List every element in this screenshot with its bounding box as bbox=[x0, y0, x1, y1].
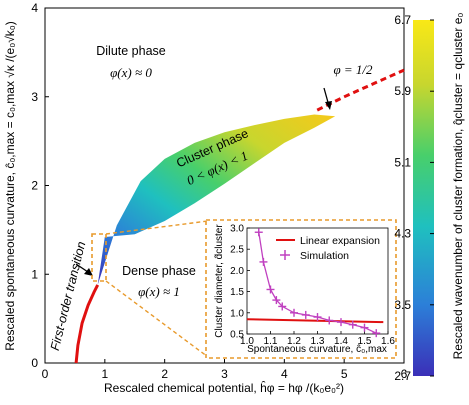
first-order-transition-label: First-order transition bbox=[48, 240, 89, 352]
simulation-point bbox=[372, 329, 381, 338]
y-tick-label: 3 bbox=[31, 90, 38, 104]
legend-linear-label: Linear expansion bbox=[300, 235, 380, 247]
zoom-connector-bottom bbox=[105, 280, 209, 358]
inset-x-tick-label: 1.0 bbox=[240, 336, 254, 347]
inset-panel: 1.0 1.1 1.2 1.3 1.4 1.5 1.6 0.51.01.52.02.53.0… bbox=[205, 219, 397, 359]
main-y-axis-label: Rescaled spontaneous curvature, ĉ₀,max =… bbox=[3, 21, 17, 351]
inset-simulation-markers bbox=[254, 228, 381, 338]
phi-half-arrow bbox=[323, 87, 332, 110]
inset-x-tick-label: 1.5 bbox=[358, 336, 372, 347]
first-order-transition-line bbox=[74, 284, 100, 364]
zoom-box bbox=[91, 233, 107, 282]
zoom-connector-top bbox=[105, 220, 209, 235]
x-tick-label: 4 bbox=[281, 367, 288, 381]
colorbar-tick-label: 5.9 bbox=[394, 84, 411, 98]
inset-y-tick-label: 3.0 bbox=[230, 224, 244, 235]
main-x-axis-label: Rescaled chemical potential, ĥφ = hφ /(k… bbox=[104, 380, 344, 395]
simulation-point bbox=[301, 310, 310, 319]
inset-linear-expansion-line bbox=[246, 318, 384, 324]
main-x-ticks: 0 1 2 3 4 5 6 bbox=[42, 359, 408, 381]
cluster-phase-region bbox=[97, 114, 336, 285]
colorbar-ticks: 2.7 3.5 4.3 5.1 5.9 6.7 bbox=[394, 13, 434, 383]
dense-phase-title: Dense phase bbox=[122, 264, 196, 278]
inset-x-tick-label: 1.4 bbox=[334, 336, 348, 347]
colorbar-tick-label: 6.7 bbox=[394, 13, 411, 27]
inset-y-axis-label: Cluster diameter, d̂cluster bbox=[213, 224, 225, 338]
inset-y-ticks: 0.5 1.0 1.5 2.0 2.5 3.0 bbox=[230, 224, 250, 341]
x-tick-label: 2 bbox=[161, 367, 168, 381]
colorbar-tick-label: 3.5 bbox=[394, 298, 411, 312]
simulation-point bbox=[348, 320, 357, 329]
inset-legend: Linear expansion Simulation bbox=[276, 235, 380, 262]
transition-arrow bbox=[75, 263, 93, 276]
simulation-point bbox=[325, 316, 334, 325]
main-y-ticks: 0 1 2 3 4 bbox=[31, 1, 49, 370]
x-tick-label: 6 bbox=[401, 367, 408, 381]
y-tick-label: 1 bbox=[31, 267, 38, 281]
y-tick-label: 0 bbox=[31, 356, 38, 370]
simulation-point bbox=[337, 318, 345, 327]
legend-simulation-label: Simulation bbox=[300, 250, 349, 262]
inset-y-tick-label: 1.5 bbox=[230, 287, 244, 298]
inset-x-ticks: 1.0 1.1 1.2 1.3 1.4 1.5 1.6 bbox=[240, 331, 395, 347]
inset-y-tick-label: 2.0 bbox=[230, 266, 244, 277]
inset-y-tick-label: 1.0 bbox=[230, 308, 244, 319]
simulation-point bbox=[278, 302, 287, 311]
simulation-point bbox=[313, 313, 322, 322]
inset-y-tick-label: 0.5 bbox=[230, 330, 244, 341]
dilute-phase-title: Dilute phase bbox=[96, 44, 166, 58]
simulation-point bbox=[254, 228, 263, 237]
y-tick-label: 4 bbox=[31, 1, 38, 15]
dilute-phase-equation: φ(x) ≈ 0 bbox=[110, 65, 152, 80]
legend-sim-swatch bbox=[280, 250, 290, 260]
inset-x-tick-label: 1.6 bbox=[381, 336, 395, 347]
colorbar-label: Rescaled wavenumber of cluster formation… bbox=[451, 13, 465, 360]
simulation-point bbox=[290, 308, 298, 317]
colorbar-tick-label: 5.1 bbox=[394, 155, 411, 169]
simulation-point bbox=[259, 257, 268, 266]
y-tick-label: 2 bbox=[31, 179, 38, 193]
colorbar-tick-label: 2.7 bbox=[394, 369, 411, 383]
inset-x-tick-label: 1.2 bbox=[287, 336, 301, 347]
inset-x-tick-label: 1.3 bbox=[311, 336, 325, 347]
inset-x-tick-label: 1.1 bbox=[264, 336, 278, 347]
phi-half-label: φ = 1/2 bbox=[333, 62, 373, 77]
colorbar bbox=[413, 20, 434, 376]
x-tick-label: 1 bbox=[101, 367, 108, 381]
simulation-point bbox=[272, 296, 281, 305]
x-tick-label: 0 bbox=[42, 367, 49, 381]
simulation-point bbox=[266, 285, 275, 294]
dense-phase-equation: φ(x) ≈ 1 bbox=[138, 284, 180, 299]
inset-border bbox=[205, 219, 397, 359]
inset-y-tick-label: 2.5 bbox=[230, 245, 244, 256]
x-tick-label: 5 bbox=[341, 367, 348, 381]
colorbar-tick-label: 4.3 bbox=[394, 227, 411, 241]
simulation-point bbox=[360, 323, 369, 332]
inset-x-axis-label: Spontaneous curvature, ĉ₀,max bbox=[247, 344, 387, 355]
x-tick-label: 3 bbox=[221, 367, 228, 381]
